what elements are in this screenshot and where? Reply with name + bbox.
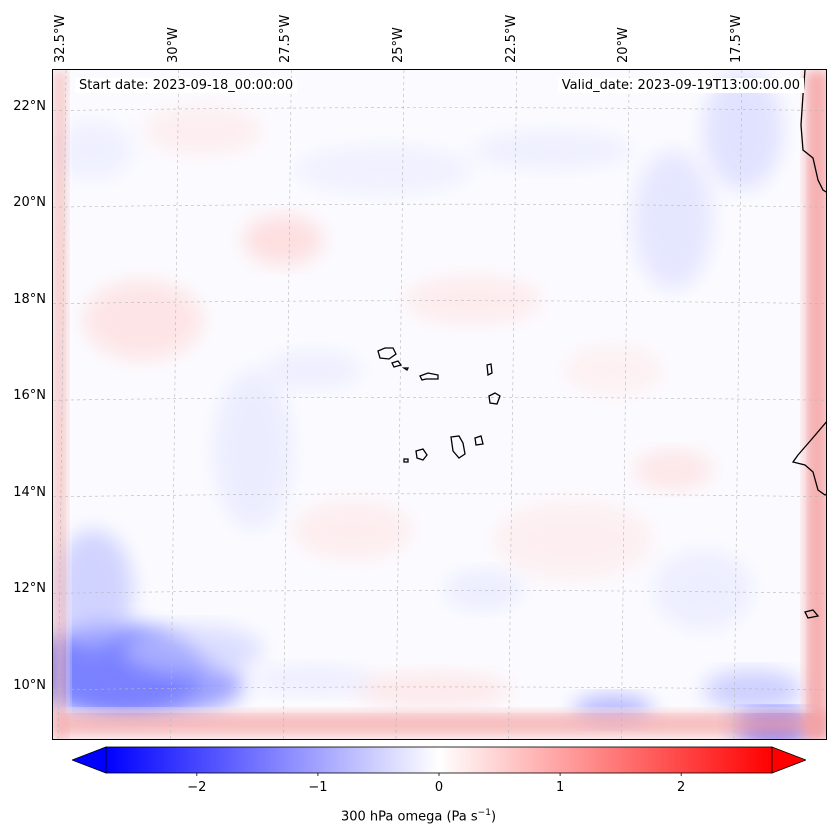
omega-field-map	[53, 70, 826, 739]
latitude-tick-label: 18°N	[13, 291, 46, 307]
longitude-tick-label: 32.5°W	[53, 14, 68, 63]
latitude-tick-label: 10°N	[13, 677, 46, 693]
meridian-gridline	[395, 70, 405, 739]
longitude-tick-label: 22.5°W	[503, 14, 519, 63]
colorbar-tick-label: 2	[677, 780, 686, 795]
latitude-tick-label: 22°N	[13, 98, 46, 114]
omega-anomaly-patch	[493, 500, 653, 580]
longitude-tick-label: 25°W	[390, 27, 406, 63]
longitude-tick-label: 20°W	[616, 27, 632, 63]
start-date-label: Start date: 2023-09-18_00:00:00	[75, 78, 298, 93]
omega-anomaly-patch	[243, 215, 323, 265]
meridian-gridline	[508, 70, 517, 739]
omega-anomaly-patch	[53, 530, 133, 650]
colorbar-tick-label: 0	[434, 780, 444, 795]
omega-anomaly-patch	[653, 550, 753, 630]
island-santo-antao	[377, 347, 397, 360]
omega-anomaly-patch	[123, 625, 263, 675]
omega-anomaly-patch	[443, 570, 523, 610]
island-sal	[486, 363, 493, 377]
longitude-tick-label: 30°W	[165, 27, 181, 63]
meridian-gridline	[283, 70, 292, 739]
omega-anomaly-patch	[293, 500, 413, 560]
omega-anomaly-patch	[703, 670, 803, 710]
colorbar-tick-label: −1	[308, 780, 328, 795]
island-santiago	[450, 435, 466, 459]
latitude-tick-label: 14°N	[13, 484, 46, 500]
omega-anomaly-patch	[213, 370, 293, 530]
map-gridlines	[53, 70, 826, 739]
island-sao-nicolau	[419, 372, 439, 381]
colorbar-max-extension	[771, 746, 806, 774]
island-santa-luzia	[401, 367, 410, 371]
coastline	[791, 70, 826, 619]
colorbar-tick-marks	[196, 773, 682, 776]
island-boa-vista	[488, 392, 501, 405]
west-africa-coastline	[791, 70, 826, 496]
valid-date-label: Valid_date: 2023-09-19T13:00:00.00	[557, 78, 804, 93]
island-sao-vicente	[391, 360, 403, 368]
colorbar-min-extension	[72, 746, 107, 774]
meridian-gridline	[170, 70, 179, 739]
map-panel: Start date: 2023-09-18_00:00:00 Valid_da…	[52, 69, 827, 740]
parallel-gridline	[53, 686, 826, 691]
longitude-tick-label: 27.5°W	[278, 14, 294, 63]
parallel-gridline	[53, 107, 826, 111]
parallel-gridline	[53, 396, 826, 401]
boundary-band	[53, 70, 67, 739]
parallel-gridline	[53, 493, 826, 498]
omega-anomaly-patch	[563, 345, 663, 395]
boundary-band	[805, 70, 826, 739]
island-brava	[403, 458, 409, 463]
meridian-gridline	[57, 70, 67, 739]
longitude-tick-label: 17.5°W	[728, 14, 744, 63]
parallel-gridline	[53, 590, 826, 594]
parallel-gridline	[53, 300, 826, 305]
boundary-band	[67, 90, 71, 710]
omega-anomaly-patch	[353, 672, 513, 708]
latitude-tick-label: 20°N	[13, 195, 46, 211]
colorbar-tick-label: −2	[187, 780, 207, 795]
omega-anomaly-patch	[253, 665, 373, 695]
colorbar-gradient	[105, 746, 773, 774]
omega-anomaly-patch	[53, 120, 133, 180]
omega-anomaly-patch	[473, 130, 633, 170]
omega-anomaly-patch	[83, 280, 203, 360]
island-maio	[474, 435, 484, 446]
meridian-gridline	[733, 70, 743, 739]
colorbar	[72, 746, 806, 776]
island-fogo	[415, 448, 428, 461]
omega-contour-fill	[53, 70, 813, 739]
cape-verde-islands	[377, 347, 501, 463]
coast-bissagos-3	[804, 609, 820, 619]
omega-anomaly-patch	[633, 150, 713, 290]
omega-anomaly-patch	[293, 145, 473, 195]
meridian-gridline	[620, 70, 630, 739]
omega-anomaly-patch	[263, 350, 363, 390]
parallel-gridline	[53, 203, 826, 208]
boundary-band	[53, 712, 826, 736]
latitude-tick-label: 16°N	[13, 388, 46, 404]
omega-anomaly-patch	[143, 105, 263, 155]
omega-anomaly-patch	[633, 450, 713, 490]
boundary-band	[65, 708, 810, 712]
colorbar-label: 300 hPa omega (Pa s−1)	[340, 808, 497, 825]
omega-anomaly-patch	[403, 275, 543, 325]
omega-anomaly-patch	[703, 70, 783, 190]
colorbar-tick-label: 1	[555, 780, 565, 795]
latitude-tick-label: 12°N	[13, 581, 46, 597]
